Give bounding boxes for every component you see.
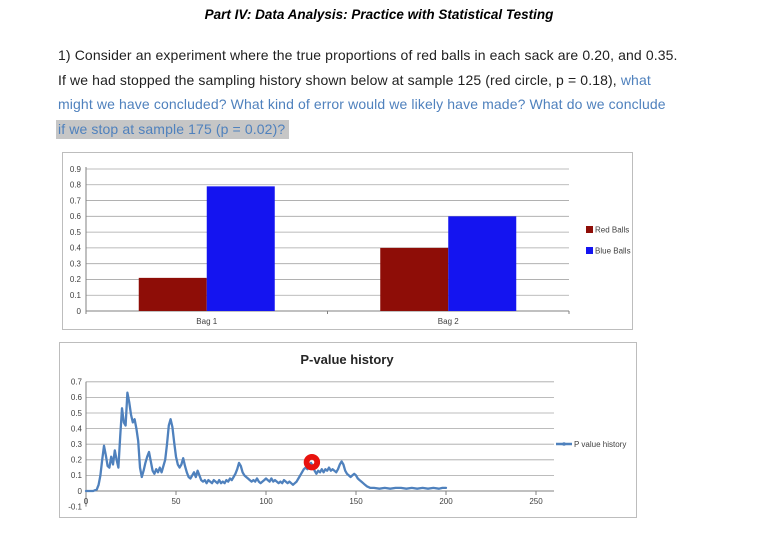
pvalue-chart-title: P-value history [300,352,394,367]
pvalue-chart-xtick-label: 250 [529,497,543,506]
pvalue-chart-gridlines: -0.100.10.20.30.40.50.60.7 [68,378,554,511]
legend-label: P value history [574,440,626,449]
pvalue-chart-ytick-label: 0.1 [71,471,83,480]
pvalue-chart-legend: P value history [556,440,626,449]
pvalue-series-line [84,391,448,493]
bar-chart-ytick-label: 0.2 [70,275,82,284]
legend-label: Red Balls [595,226,629,235]
paragraph-line-3: might we have concluded? What kind of er… [58,96,666,113]
legend-swatch-blue-balls [586,247,593,254]
pvalue-chart-ytick-label: 0.6 [71,393,83,402]
bar-chart-ytick-label: 0.6 [70,212,82,221]
question-paragraph: 1) Consider an experiment where the true… [56,43,722,142]
document-title: Part IV: Data Analysis: Practice with St… [204,7,554,22]
pvalue-chart-xtick-label: 200 [439,497,453,506]
pvalue-chart-xtick-label: 100 [259,497,273,506]
paragraph-line-1: 1) Consider an experiment where the true… [58,47,678,63]
paragraph-line-2-blue: what [620,71,651,88]
bar-chart-ytick-label: 0.3 [70,259,82,268]
pvalue-chart-x-axis-ticks: 0 50 100 150 200 250 [84,491,543,506]
pvalue-chart-ytick-label: 0.5 [71,409,83,418]
legend-label: Blue Balls [595,247,631,256]
pvalue-chart-svg: P-value history-0.100.10.20.30.40.50.60.… [68,352,626,511]
pvalue-chart-ytick-label: 0 [78,487,83,496]
paragraph-line-4-highlighted-text: if we stop at sample 175 (p = 0.02)? [56,119,290,139]
bar-chart-ytick-label: 0.7 [70,196,82,205]
bar-chart-category-label: Bag 2 [438,317,459,326]
bar-chart-category-label: Bag 1 [196,317,217,326]
bar-chart-legend: Red Balls Blue Balls [586,226,631,256]
pvalue-chart-xtick-label: 50 [172,497,181,506]
pvalue-chart-ytick-label: 0.3 [71,440,83,449]
bar-red-balls-bag-1 [138,277,207,311]
bar-chart-ytick-label: 0.4 [70,244,82,253]
bar-red-balls-bag-2 [380,247,449,311]
pvalue-chart-ytick-label: -0.1 [68,502,82,511]
bar-chart-ball-proportions[interactable]: 0 0.1 0.2 0.3 0.4 0.5 0.6 0.7 0.8 0.9 Bag 1 Bag 2 Re… [62,152,633,330]
pvalue-chart-ytick-label: 0.7 [71,378,83,387]
bar-chart-ytick-label: 0.9 [70,165,82,174]
bar-chart-ytick-label: 0.8 [70,181,82,190]
paragraph-line-2-black: If we had stopped the sampling history s… [58,71,621,88]
bar-blue-balls-bag-1 [206,186,275,311]
pvalue-chart-ytick-label: 0.2 [71,456,83,465]
pvalue-chart-ytick-label: 0.4 [71,424,83,433]
pvalue-chart-xtick-label: 0 [84,497,89,506]
pvalue-history-chart[interactable]: P-value history -0.1 0 0.1 0.2 0.3 0.4 0.5 0.6 0.… [59,342,637,518]
bar-chart-svg: 0 0.1 0.2 0.3 0.4 0.5 0.6 0.7 0.8 0.9 Bag 1 Bag 2 Re… [70,165,631,326]
pvalue-chart-xtick-label: 150 [349,497,363,506]
paragraph-line-2: If we had stopped the sampling history s… [58,68,722,93]
paragraph-line-4: if we stop at sample 175 (p = 0.02)? [56,117,722,142]
bar-blue-balls-bag-2 [448,216,517,311]
bar-chart-ytick-label: 0.1 [70,291,82,300]
bar-chart-ytick-label: 0.5 [70,228,82,237]
legend-swatch-red-balls [586,226,593,233]
bar-chart-bars [138,186,517,311]
sample-125-highlight-circle [303,453,321,471]
bar-chart-ytick-label: 0 [77,307,82,316]
